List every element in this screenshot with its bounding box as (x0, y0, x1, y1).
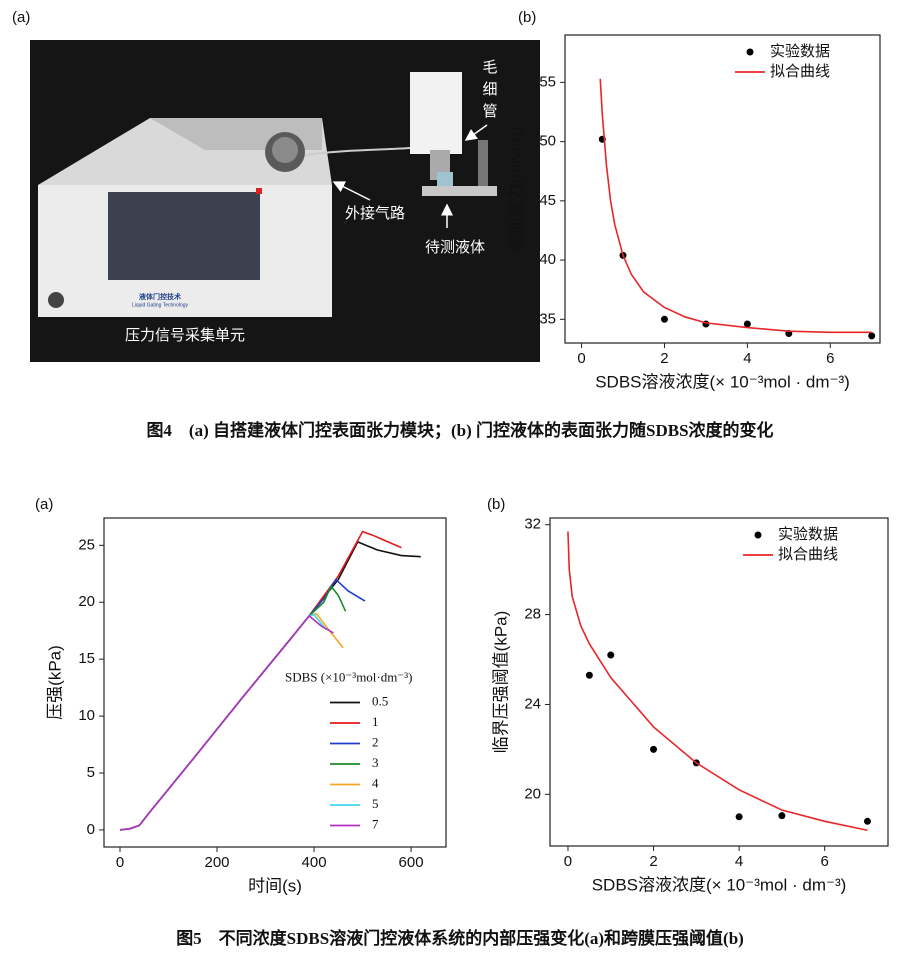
y-tick-label: 10 (78, 707, 95, 724)
x-tick-label: 2 (660, 350, 668, 367)
y-tick-label: 15 (78, 650, 95, 667)
device-brand: Liquid Gating Technology (132, 302, 189, 308)
photo-label: 管 (482, 103, 497, 120)
data-point (868, 332, 876, 340)
x-tick-label: 2 (649, 853, 657, 870)
panel-label: (a) (35, 496, 53, 513)
legend-label: 7 (372, 816, 379, 831)
x-axis-label: SDBS溶液浓度(× 10⁻³mol · dm⁻³) (592, 875, 847, 894)
y-tick-label: 40 (539, 251, 556, 268)
y-tick-label: 20 (78, 593, 95, 610)
device-brand: 液体门控技术 (139, 292, 181, 301)
caption: 图4 (a) 自搭建液体门控表面张力模块；(b) 门控液体的表面张力随SDBS浓… (146, 420, 773, 440)
data-point (607, 651, 615, 659)
series-line (567, 531, 868, 832)
x-tick-label: 6 (821, 853, 829, 870)
y-tick-label: 0 (87, 821, 95, 838)
series-line (119, 584, 347, 831)
x-tick-label: 400 (302, 854, 327, 871)
panel-label: (a) (12, 9, 30, 26)
legend-marker (746, 48, 754, 56)
x-tick-label: 0 (564, 853, 572, 870)
legend-label: 2 (372, 734, 379, 749)
y-tick-label: 45 (539, 192, 556, 209)
photo-label: 压力信号采集单元 (125, 327, 245, 344)
y-tick-label: 24 (524, 695, 541, 712)
data-point (660, 315, 668, 323)
plot-frame (103, 517, 447, 848)
data-point (585, 671, 593, 679)
photo-label: 毛 (482, 59, 497, 76)
data-point (778, 812, 786, 820)
y-axis-label: 表面张力(mN/m) (506, 127, 525, 252)
series-line (119, 614, 334, 831)
y-tick-label: 35 (539, 310, 556, 327)
legend-label: 1 (372, 714, 379, 729)
photo: 毛 细 管 外接气路 待测液体 压力信号采集单元 液体门控技术 Liquid G… (30, 40, 540, 362)
plot-frame (564, 34, 881, 344)
series-line (119, 612, 344, 831)
photo-label: 待测液体 (425, 239, 485, 256)
x-axis-label: 时间(s) (248, 876, 302, 895)
x-tick-label: 0 (116, 854, 124, 871)
legend-label: 3 (372, 755, 379, 770)
legend-title: SDBS (×10⁻³mol·dm⁻³) (285, 669, 412, 684)
caption: 图5 不同浓度SDBS溶液门控液体系统的内部压强变化(a)和跨膜压强阈值(b) (176, 928, 744, 948)
panel-label: (b) (487, 496, 505, 513)
x-tick-label: 6 (826, 350, 834, 367)
legend-label: 拟合曲线 (778, 546, 838, 563)
legend-label: 5 (372, 796, 379, 811)
legend-label: 4 (372, 775, 379, 790)
y-tick-label: 32 (524, 516, 541, 533)
y-axis-label: 压强(kPa) (45, 645, 64, 720)
photo-label: 细 (482, 81, 497, 98)
x-tick-label: 4 (735, 853, 743, 870)
legend-label: 实验数据 (778, 526, 838, 543)
x-axis-label: SDBS溶液浓度(× 10⁻³mol · dm⁻³) (595, 372, 850, 391)
series-line (119, 578, 366, 831)
data-point (735, 813, 743, 821)
y-tick-label: 55 (539, 73, 556, 90)
data-point (863, 817, 871, 825)
y-axis-label: 临界压强阈值(kPa) (491, 611, 510, 754)
data-point (650, 745, 658, 753)
y-tick-label: 20 (524, 785, 541, 802)
x-tick-label: 600 (399, 854, 424, 871)
data-point (743, 320, 751, 328)
series-line (599, 78, 872, 334)
y-tick-label: 25 (78, 536, 95, 553)
x-tick-label: 4 (743, 350, 751, 367)
photo-label: 外接气路 (345, 205, 405, 222)
legend-marker (754, 531, 762, 539)
plot-frame (549, 517, 889, 847)
x-tick-label: 200 (205, 854, 230, 871)
x-tick-label: 0 (577, 350, 585, 367)
y-tick-label: 28 (524, 606, 541, 623)
legend-label: 拟合曲线 (770, 63, 830, 80)
y-tick-label: 5 (87, 764, 95, 781)
y-tick-label: 50 (539, 133, 556, 150)
legend-label: 实验数据 (770, 43, 830, 60)
legend-label: 0.5 (372, 693, 388, 708)
panel-label: (b) (518, 9, 536, 26)
